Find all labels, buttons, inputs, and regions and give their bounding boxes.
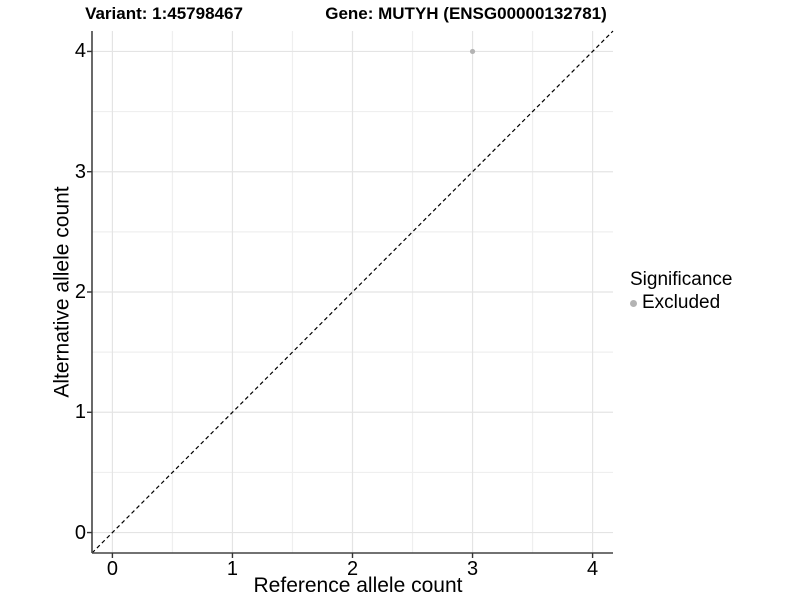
legend-title: Significance: [630, 269, 733, 290]
x-axis-title: Reference allele count: [253, 574, 463, 597]
legend-item-label: Excluded: [642, 292, 721, 313]
y-tick-label: 3: [74, 160, 86, 183]
identity-reference-line: [91, 30, 614, 554]
x-tick-label: 3: [466, 558, 479, 580]
legend-item-excluded: Excluded: [630, 292, 732, 314]
legend: Significance Excluded: [630, 269, 732, 314]
x-tick-label: 2: [346, 558, 359, 580]
y-tick-label: 4: [74, 40, 86, 63]
y-tick-label: 2: [74, 281, 86, 303]
y-tick-label: 1: [74, 401, 86, 424]
x-tick-label: 0: [106, 558, 118, 580]
plot-panel: [87, 30, 614, 558]
plot-title-gene: Gene: MUTYH (ENSG00000132781): [325, 4, 607, 23]
y-tick-label: 0: [74, 521, 86, 544]
data-point-excluded: [469, 48, 476, 55]
plot-title-variant: Variant: 1:45798467: [85, 4, 243, 23]
legend-marker-dot: [630, 299, 637, 307]
x-tick-label: 1: [226, 558, 239, 580]
x-tick-label: 4: [587, 558, 599, 580]
